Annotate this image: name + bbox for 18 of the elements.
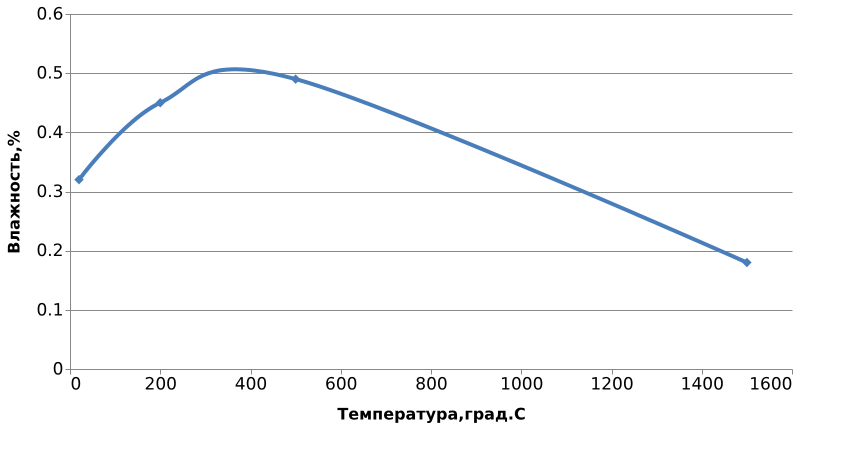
- x-tick-label: 400: [234, 374, 268, 394]
- x-tick-label: 1400: [680, 374, 724, 394]
- x-tick-label: 1000: [500, 374, 544, 394]
- y-tick-label: 0.4: [36, 122, 64, 143]
- y-tick-label: 0.2: [36, 241, 64, 262]
- x-tick-label: 200: [144, 374, 177, 394]
- x-tick-label: 800: [415, 374, 448, 394]
- y-axis-title: Влажность,%: [4, 130, 24, 254]
- y-tick-label: 0: [52, 360, 64, 380]
- y-tick-label: 0.1: [36, 300, 64, 320]
- x-tick-label: 1600: [749, 374, 792, 394]
- y-tick-label: 0.6: [36, 4, 64, 24]
- x-axis-title: Температура,град.С: [337, 404, 526, 424]
- x-tick-label: 0: [70, 374, 82, 394]
- y-tick-label: 0.5: [36, 64, 64, 84]
- x-tick-label: 600: [325, 374, 358, 394]
- y-tick-label: 0.3: [36, 182, 64, 202]
- x-tick-label: 1200: [590, 374, 634, 394]
